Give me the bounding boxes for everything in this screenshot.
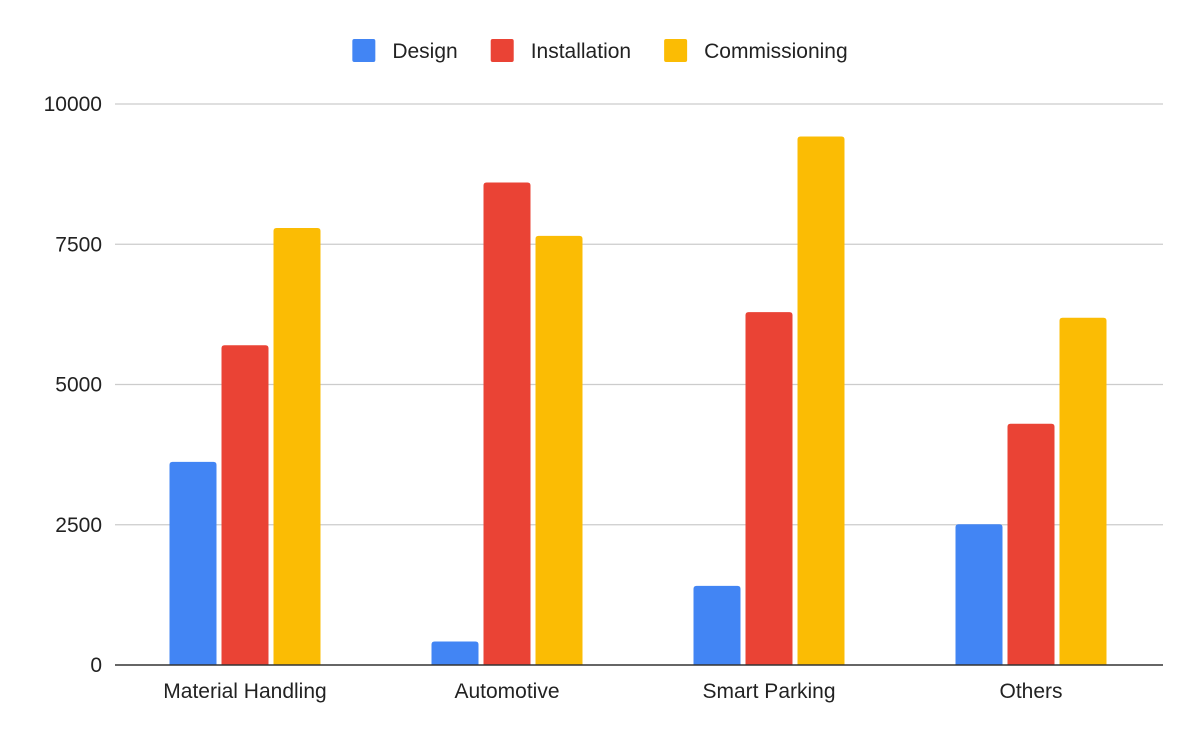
legend-label: Design xyxy=(392,40,457,63)
y-tick-label: 5000 xyxy=(55,374,102,397)
legend-label: Installation xyxy=(531,40,631,63)
bar-installation-automotive xyxy=(483,182,531,666)
y-tick-label: 10000 xyxy=(44,93,102,116)
bar-installation-others xyxy=(1007,423,1055,665)
legend: Design Installation Commissioning xyxy=(352,39,848,63)
bar-installation-material-handling xyxy=(221,345,269,665)
x-tick-label: Automotive xyxy=(454,680,559,703)
bar-commissioning-others xyxy=(1059,317,1107,665)
bar-installation-smart-parking xyxy=(745,312,793,665)
bar-commissioning-smart-parking xyxy=(797,136,845,666)
gridlines xyxy=(115,103,1163,526)
bar-design-material-handling xyxy=(169,461,217,665)
y-tick-label: 7500 xyxy=(55,233,102,256)
y-tick-label: 0 xyxy=(90,654,102,677)
legend-swatch-installation xyxy=(490,39,514,62)
x-tick-label: Smart Parking xyxy=(702,680,835,703)
bar-commissioning-material-handling xyxy=(273,227,321,665)
x-tick-label: Others xyxy=(999,680,1062,703)
bar-design-smart-parking xyxy=(693,585,741,665)
x-tick-label: Material Handling xyxy=(163,680,326,703)
bar-commissioning-automotive xyxy=(535,235,583,665)
x-axis: Material Handling Automotive Smart Parking… xyxy=(115,664,1163,703)
bar-design-others xyxy=(955,524,1003,665)
y-tick-label: 2500 xyxy=(55,514,102,537)
legend-label: Commissioning xyxy=(704,40,848,63)
bars xyxy=(169,136,1107,666)
bar-design-automotive xyxy=(431,641,479,665)
legend-swatch-commissioning xyxy=(664,39,688,62)
legend-swatch-design xyxy=(352,39,376,62)
y-axis: 0 2500 5000 7500 10000 xyxy=(44,93,102,677)
